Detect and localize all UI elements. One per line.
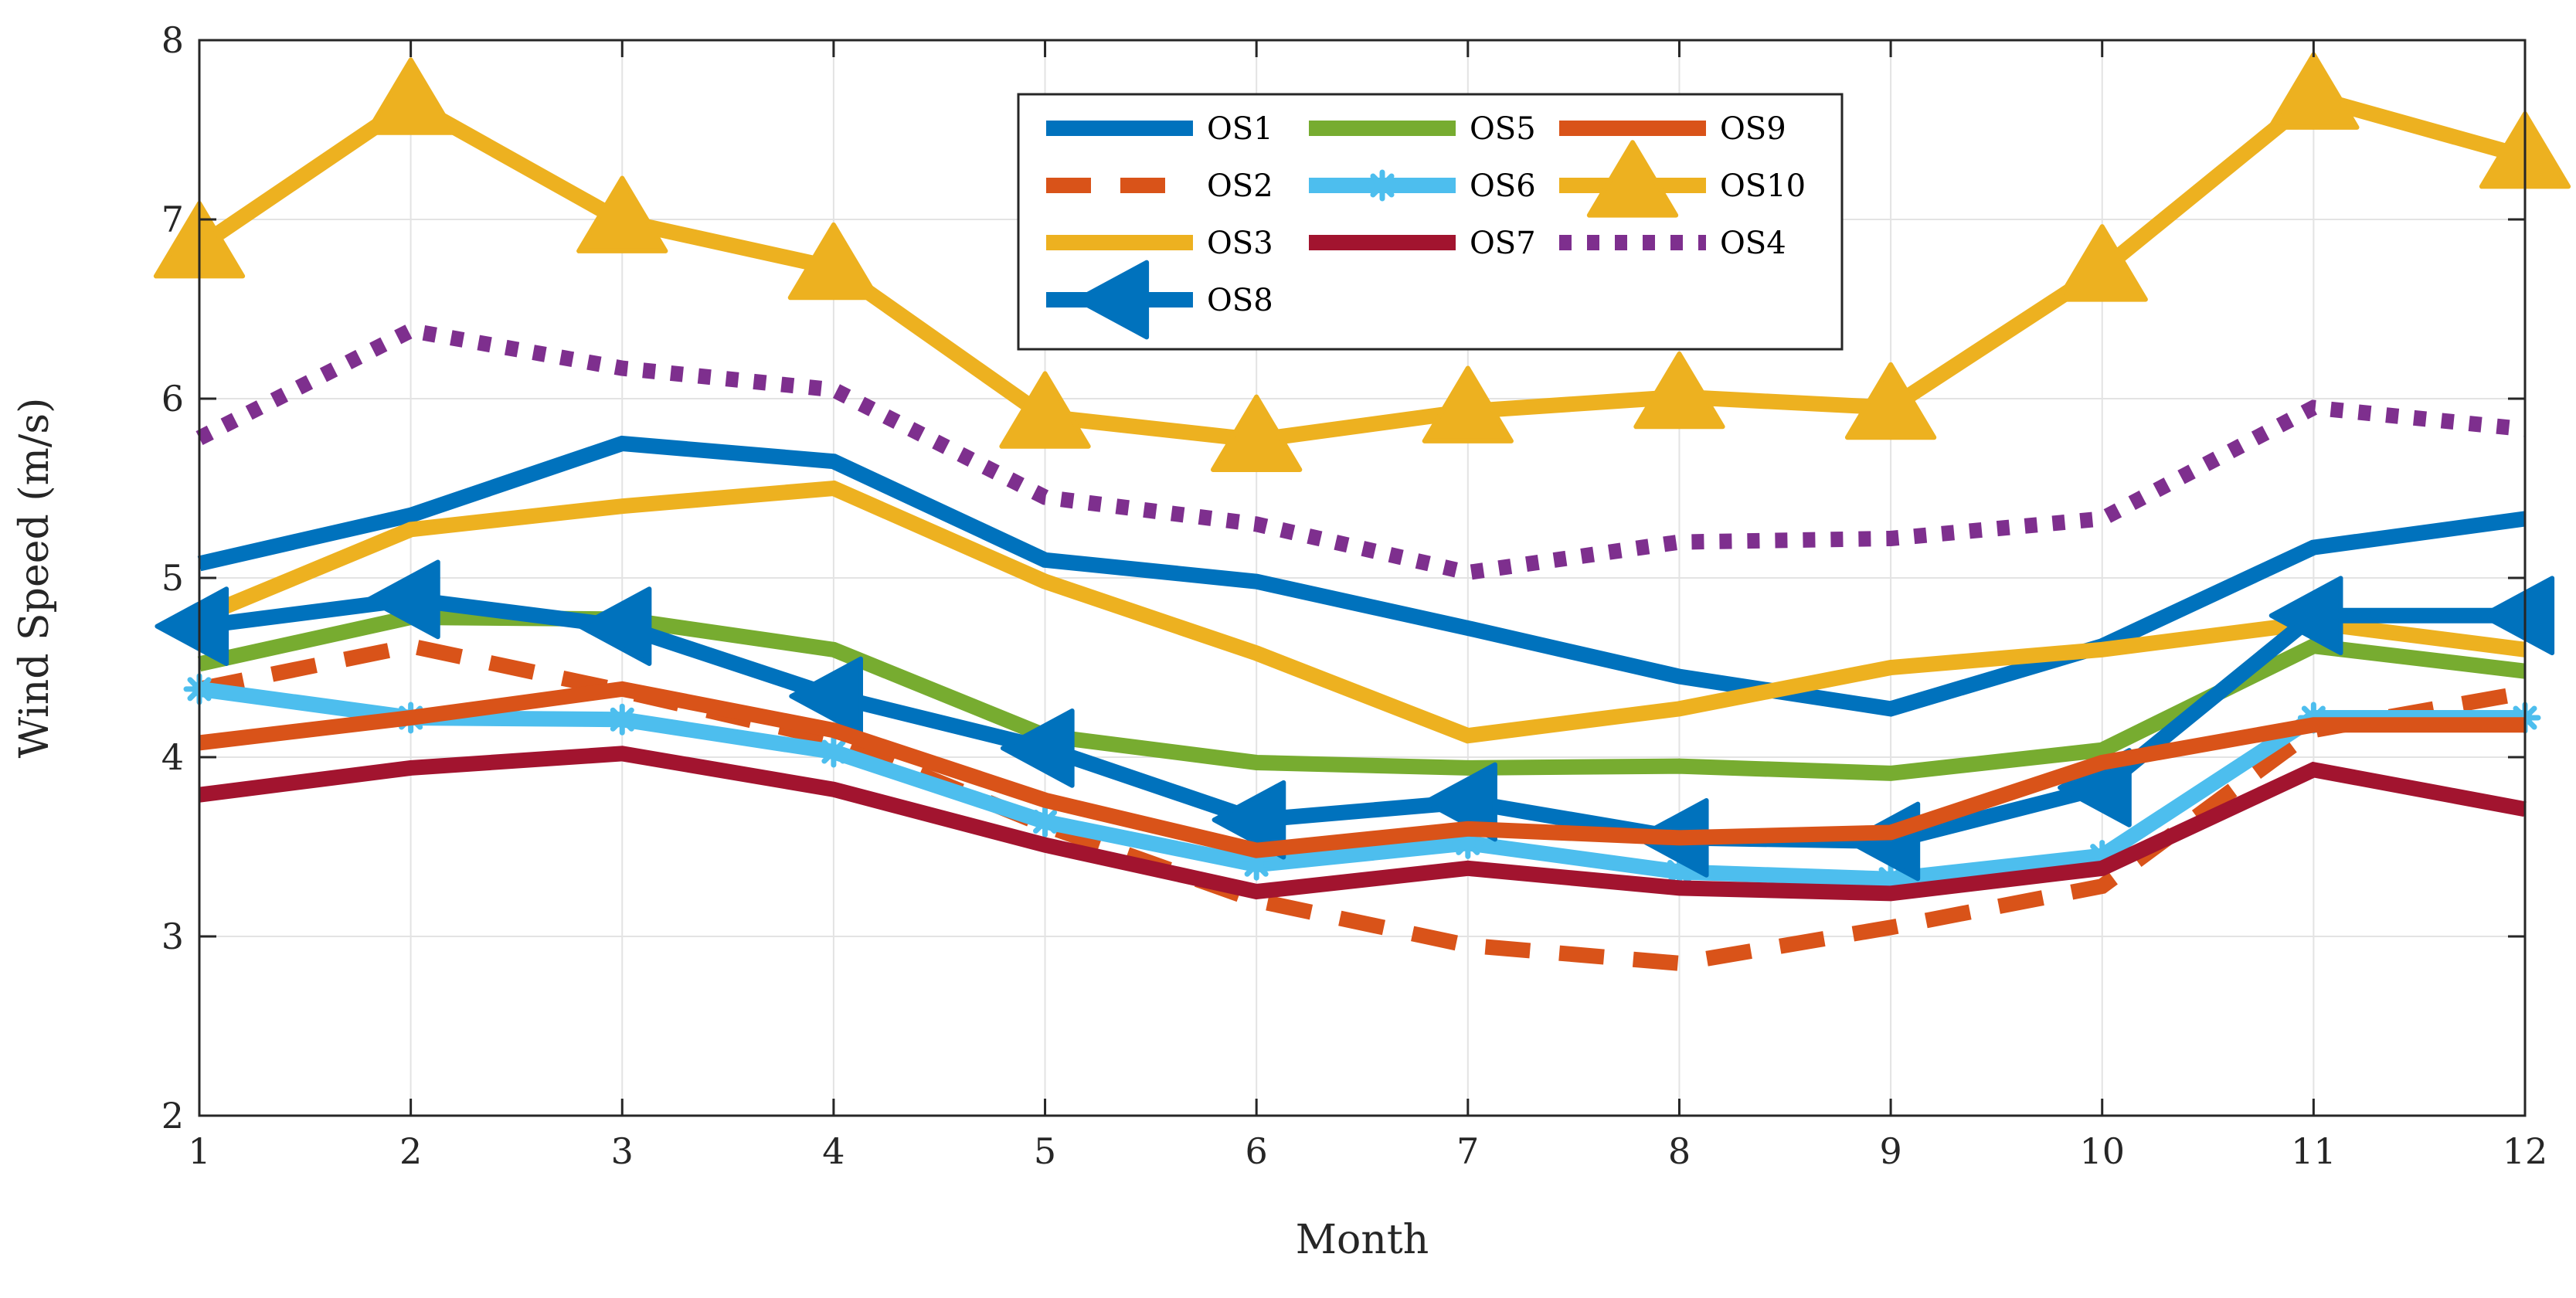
legend-label: OS10 (1720, 168, 1806, 204)
x-tick-label: 7 (1456, 1130, 1479, 1172)
point-os6-4 (817, 736, 850, 768)
point-os8-2 (366, 559, 440, 640)
point-os10-6 (1211, 394, 1303, 472)
legend-label: OS8 (1207, 283, 1273, 318)
legend-label: OS7 (1470, 226, 1536, 261)
legend-marker (1075, 260, 1150, 340)
legend-entry-os4: OS4 (1559, 226, 1786, 261)
point-os10-9 (1844, 362, 1937, 440)
x-tick-label: 11 (2291, 1130, 2336, 1172)
x-axis-title: Month (1296, 1217, 1429, 1263)
series-os7 (198, 746, 2527, 902)
point-os10-8 (1633, 351, 1725, 430)
y-tick-label: 7 (161, 199, 184, 240)
legend-marker (1586, 140, 1679, 218)
x-tick-label: 3 (611, 1130, 634, 1172)
legend-entry-os6: OS6 (1309, 168, 1536, 204)
legend-label: OS4 (1720, 226, 1786, 261)
point-os6-7 (1452, 827, 1484, 859)
x-tick-label: 4 (822, 1130, 845, 1172)
point-os8-11 (2268, 576, 2343, 656)
legend-entry-os10: OS10 (1559, 140, 1806, 218)
series-line-os6 (198, 681, 2525, 887)
series-os1 (197, 435, 2527, 717)
x-tick-label: 8 (1668, 1130, 1691, 1172)
x-tick-label: 10 (2079, 1130, 2125, 1172)
legend: OS1 OS5 OS9 OS2 OS6 OS10 OS3 OS7 OS4 OS8 (1017, 93, 1844, 351)
point-os6-5 (1029, 806, 1062, 838)
point-os6-3 (606, 703, 638, 736)
legend-marker (1366, 169, 1398, 202)
x-tick-label: 1 (188, 1130, 210, 1172)
point-os8-12 (2480, 576, 2555, 656)
legend-label: OS3 (1207, 226, 1273, 261)
legend-label: OS6 (1470, 168, 1536, 204)
point-os8-7 (1423, 762, 1497, 842)
legend-label: OS2 (1207, 168, 1273, 204)
series-os4 (195, 322, 2527, 581)
point-os8-4 (789, 656, 864, 736)
series-line-os4 (195, 322, 2527, 581)
series-line-os1 (197, 435, 2527, 717)
series-os9 (198, 681, 2525, 858)
legend-label: OS5 (1470, 111, 1536, 147)
legend-label: OS1 (1207, 111, 1273, 147)
point-os10-2 (365, 57, 457, 135)
y-tick-label: 8 (161, 19, 184, 61)
series-layer (153, 52, 2571, 971)
y-tick-label: 4 (161, 736, 184, 778)
series-line-os7 (198, 746, 2527, 902)
point-os10-3 (576, 175, 668, 253)
y-tick-label: 5 (161, 557, 184, 599)
y-tick-label: 2 (161, 1095, 184, 1137)
point-os10-10 (2056, 224, 2148, 302)
legend-entry-os3: OS3 (1046, 226, 1273, 261)
point-os10-7 (1422, 365, 1514, 443)
series-line-os3 (196, 480, 2527, 744)
legend-entry-os2: OS2 (1046, 168, 1273, 204)
x-tick-label: 12 (2503, 1130, 2548, 1172)
x-tick-label: 6 (1246, 1130, 1268, 1172)
legend-entry-os9: OS9 (1559, 111, 1786, 147)
legend-label: OS9 (1720, 111, 1786, 147)
legend-entry-os5: OS5 (1309, 111, 1536, 147)
point-os8-1 (155, 586, 229, 666)
point-os10-11 (2268, 52, 2360, 130)
series-os3 (196, 480, 2527, 744)
x-tick-label: 2 (399, 1130, 422, 1172)
legend-entry-os7: OS7 (1309, 226, 1536, 261)
point-os6-6 (1240, 848, 1273, 881)
point-os8-5 (1000, 708, 1075, 788)
x-tick-label: 5 (1034, 1130, 1056, 1172)
legend-entry-os1: OS1 (1046, 111, 1273, 147)
series-line-os9 (198, 681, 2525, 858)
point-os8-6 (1212, 780, 1286, 860)
legend-entry-os8: OS8 (1046, 260, 1273, 340)
x-tick-label: 9 (1879, 1130, 1901, 1172)
point-os10-4 (787, 222, 880, 301)
y-tick-label: 6 (161, 378, 184, 420)
series-line-os10 (195, 89, 2527, 448)
point-os10-5 (999, 371, 1091, 449)
y-axis-title: Wind Speed (m/s) (12, 398, 58, 759)
point-os8-3 (577, 586, 652, 666)
y-tick-label: 3 (161, 916, 184, 957)
